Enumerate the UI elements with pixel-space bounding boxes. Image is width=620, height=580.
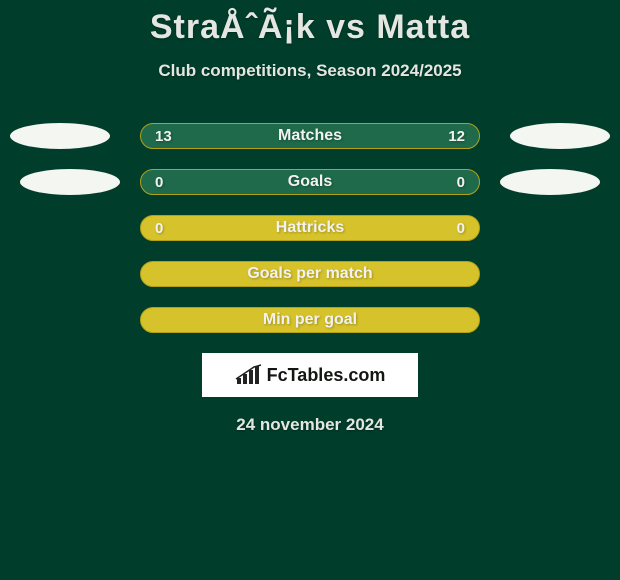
stat-label: Min per goal [263, 311, 357, 329]
stat-label: Matches [278, 127, 342, 145]
stat-row-hattricks: 0 Hattricks 0 [0, 215, 620, 241]
stats-area: 13 Matches 12 0 Goals 0 0 Hattricks 0 [0, 123, 620, 333]
stat-left-value: 0 [155, 220, 163, 237]
stat-row-goals: 0 Goals 0 [0, 169, 620, 195]
player-right-ellipse [500, 169, 600, 195]
brand-box: FcTables.com [202, 353, 418, 397]
player-right-ellipse [510, 123, 610, 149]
stat-left-value: 0 [155, 174, 163, 191]
stat-row-matches: 13 Matches 12 [0, 123, 620, 149]
page-title: StraÅˆÃ¡k vs Matta [0, 0, 620, 47]
stat-label: Goals [288, 173, 332, 191]
player-left-ellipse [20, 169, 120, 195]
brand-text: FcTables.com [267, 365, 386, 386]
stat-right-value: 0 [457, 174, 465, 191]
stat-bar-mpg: Min per goal [140, 307, 480, 333]
stat-left-value: 13 [155, 128, 172, 145]
comparison-infographic: StraÅˆÃ¡k vs Matta Club competitions, Se… [0, 0, 620, 580]
stat-bar-hattricks: 0 Hattricks 0 [140, 215, 480, 241]
bar-chart-icon [235, 364, 263, 386]
stat-row-mpg: Min per goal [0, 307, 620, 333]
stat-bar-matches: 13 Matches 12 [140, 123, 480, 149]
stat-right-value: 0 [457, 220, 465, 237]
stat-row-gpm: Goals per match [0, 261, 620, 287]
date-text: 24 november 2024 [0, 415, 620, 435]
player-left-ellipse [10, 123, 110, 149]
stat-bar-goals: 0 Goals 0 [140, 169, 480, 195]
stat-label: Hattricks [276, 219, 344, 237]
season-subtitle: Club competitions, Season 2024/2025 [0, 61, 620, 81]
stat-right-value: 12 [448, 128, 465, 145]
stat-bar-gpm: Goals per match [140, 261, 480, 287]
stat-label: Goals per match [247, 265, 372, 283]
